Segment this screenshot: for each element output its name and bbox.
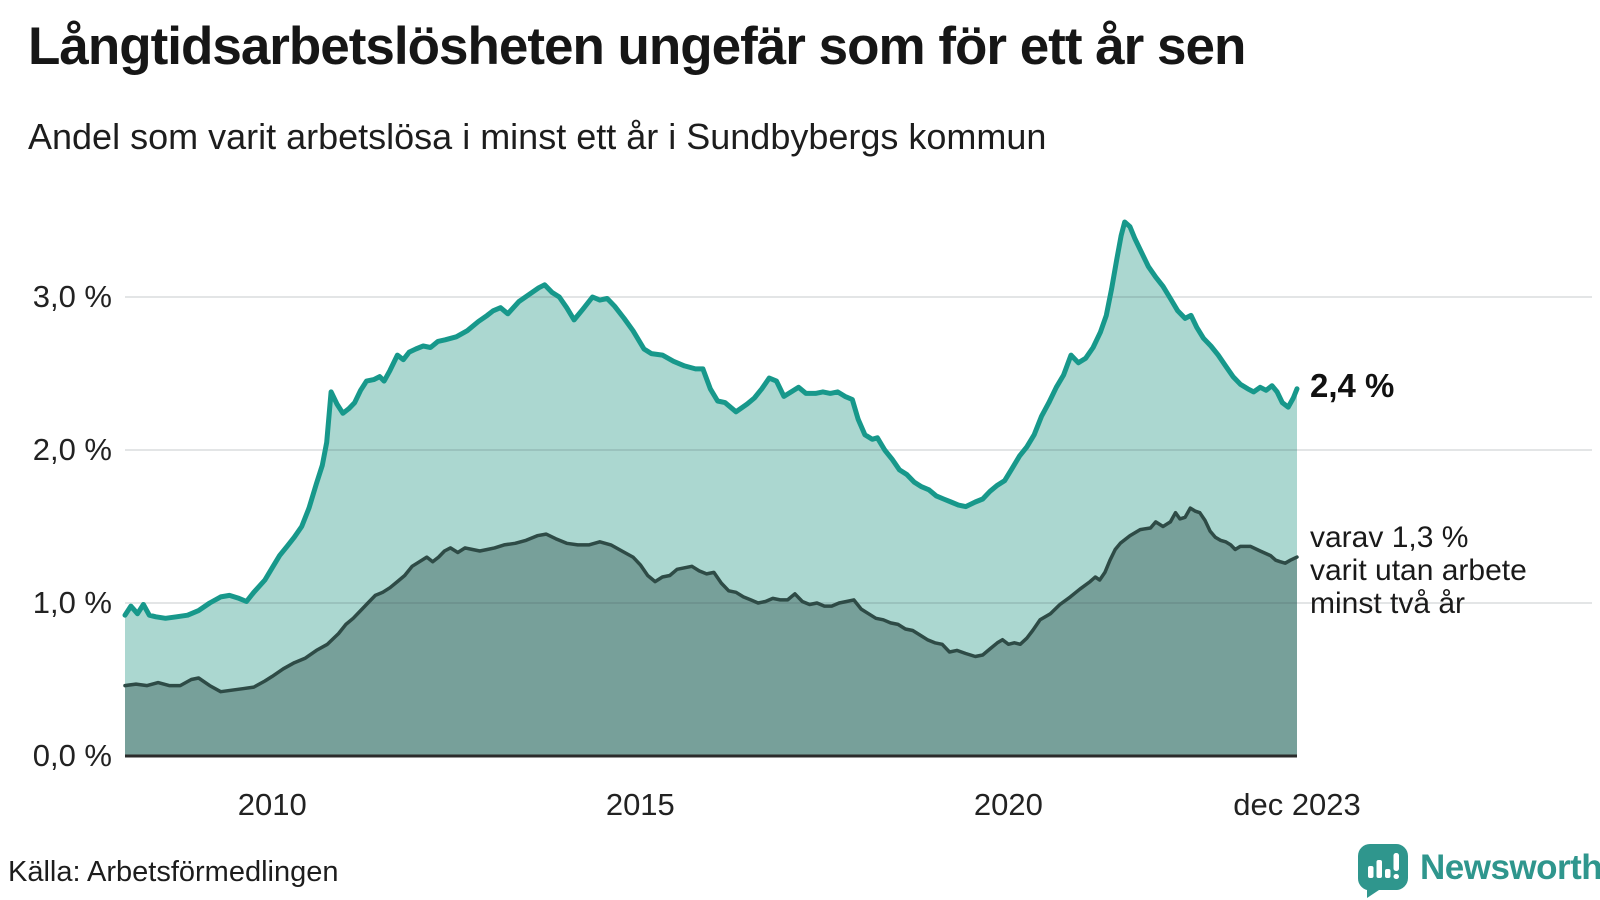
two-year-annotation: varav 1,3 % varit utan arbete minst två år	[1310, 521, 1527, 620]
line-two-years	[123, 506, 1299, 694]
y-tick-label: 2,0 %	[32, 432, 112, 467]
two-year-annotation-line: minst två år	[1310, 587, 1466, 620]
line-total	[122, 219, 1300, 621]
two-year-annotation-line: varit utan arbete	[1310, 554, 1527, 587]
x-tick-label: dec 2023	[1233, 787, 1361, 822]
y-tick-label: 3,0 %	[32, 279, 112, 314]
y-tick-label: 1,0 %	[32, 585, 112, 620]
source-note: Källa: Arbetsförmedlingen	[8, 856, 339, 888]
latest-value-label: 2,4 %	[1310, 367, 1395, 404]
x-tick-label: 2015	[605, 787, 675, 822]
area-fill-two-years	[125, 508, 1297, 756]
chart-subtitle: Andel som varit arbetslösa i minst ett å…	[28, 116, 1047, 157]
newsworthy-wordmark: Newsworthy	[1420, 848, 1600, 887]
y-tick-label: 0,0 %	[32, 738, 112, 773]
two-year-annotation-line: varav 1,3 %	[1310, 521, 1469, 554]
newsworthy-logo: Newsworthy	[1358, 844, 1600, 898]
newsworthy-icon	[1358, 844, 1408, 898]
chart-title: Långtidsarbetslösheten ungefär som för e…	[28, 17, 1246, 76]
x-tick-label: 2020	[973, 787, 1043, 822]
x-tick-label: 2010	[237, 787, 307, 822]
